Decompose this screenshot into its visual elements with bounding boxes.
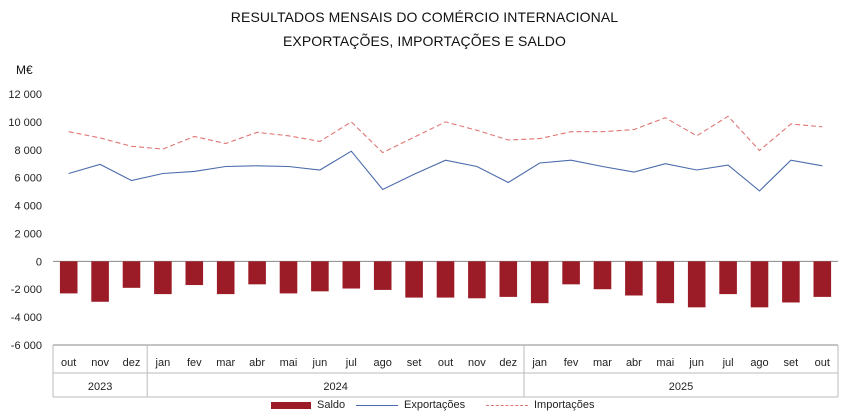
bar-saldo [342, 261, 361, 289]
x-tick-label: abr [249, 357, 265, 369]
legend-swatch-importacoes [486, 404, 528, 406]
line-exportacoes [68, 150, 823, 192]
legend-item-saldo: Saldo [271, 399, 345, 411]
y-tick-label: 0 [36, 256, 42, 268]
legend-label-exportacoes: Exportações [404, 399, 466, 411]
x-tick-label: nov [468, 357, 486, 369]
chart-title: RESULTADOS MENSAIS DO COMÉRCIO INTERNACI… [230, 9, 619, 25]
bar-saldo [248, 261, 266, 285]
bar-saldo [91, 261, 109, 302]
y-tick-label: 12 000 [8, 89, 42, 101]
x-tick-label: mai [280, 357, 298, 369]
y-tick-label: 6 000 [14, 173, 42, 185]
bar-saldo [499, 261, 518, 297]
x-tick-label: jul [722, 357, 734, 369]
y-tick-label: -6 000 [11, 340, 42, 352]
x-tick-label: nov [91, 357, 109, 369]
x-tick-label: jun [688, 357, 704, 369]
x-tick-label: mar [216, 357, 235, 369]
x-tick-label: jun [312, 357, 328, 369]
bar-saldo [562, 261, 580, 285]
x-tick-label: fev [564, 357, 579, 369]
bar-saldo [279, 261, 298, 294]
chart-legend: Saldo Exportações Importações [0, 399, 849, 415]
x-tick-label: out [815, 357, 830, 369]
y-axis-unit-label: M€ [16, 63, 33, 77]
bar-saldo [185, 261, 204, 286]
bar-saldo [311, 261, 329, 292]
x-tick-label: mar [593, 357, 612, 369]
bar-saldo [154, 261, 172, 295]
x-tick-label: out [438, 357, 453, 369]
bar-saldo [687, 261, 706, 308]
legend-item-exportacoes: Exportações [356, 399, 465, 411]
x-tick-label: ago [750, 357, 768, 369]
x-tick-label: mai [656, 357, 674, 369]
chart-subtitle: EXPORTAÇÕES, IMPORTAÇÕES E SALDO [282, 33, 566, 49]
bar-saldo [782, 261, 800, 303]
x-tick-label: jan [531, 357, 547, 369]
bar-saldo [216, 261, 235, 295]
x-tick-label: abr [626, 357, 642, 369]
line-importacoes [68, 115, 823, 154]
x-tick-label: jan [155, 357, 171, 369]
bar-saldo [750, 261, 769, 308]
bar-saldo [373, 261, 392, 290]
y-tick-label: 2 000 [14, 228, 42, 240]
legend-swatch-saldo [271, 401, 311, 409]
legend-swatch-exportacoes [356, 404, 398, 406]
x-tick-label: set [407, 357, 422, 369]
y-tick-label: 8 000 [14, 145, 42, 157]
x-tick-label: jul [345, 357, 357, 369]
x-year-label: 2024 [323, 381, 347, 393]
y-tick-label: -2 000 [11, 284, 42, 296]
x-tick-label: dez [123, 357, 141, 369]
bar-saldo [59, 261, 78, 294]
bar-saldo [530, 261, 549, 304]
bar-saldo [593, 261, 612, 290]
bar-saldo [436, 261, 455, 298]
x-tick-label: out [61, 357, 76, 369]
x-year-label: 2023 [88, 381, 112, 393]
legend-label-saldo: Saldo [317, 399, 346, 411]
x-tick-label: dez [499, 357, 517, 369]
x-year-label: 2025 [669, 381, 693, 393]
bar-saldo [813, 261, 832, 297]
x-tick-label: fev [187, 357, 202, 369]
bar-saldo [405, 261, 423, 298]
bar-saldo [625, 261, 643, 296]
y-tick-label: -4 000 [11, 312, 42, 324]
y-tick-label: 10 000 [8, 117, 42, 129]
bar-saldo [656, 261, 675, 304]
bar-saldo [468, 261, 486, 299]
x-tick-label: ago [374, 357, 392, 369]
legend-item-importacoes: Importações [486, 399, 595, 411]
x-tick-label: set [784, 357, 799, 369]
legend-label-importacoes: Importações [534, 399, 595, 411]
bar-saldo [719, 261, 737, 295]
y-tick-label: 4 000 [14, 201, 42, 213]
bar-saldo [122, 261, 141, 288]
